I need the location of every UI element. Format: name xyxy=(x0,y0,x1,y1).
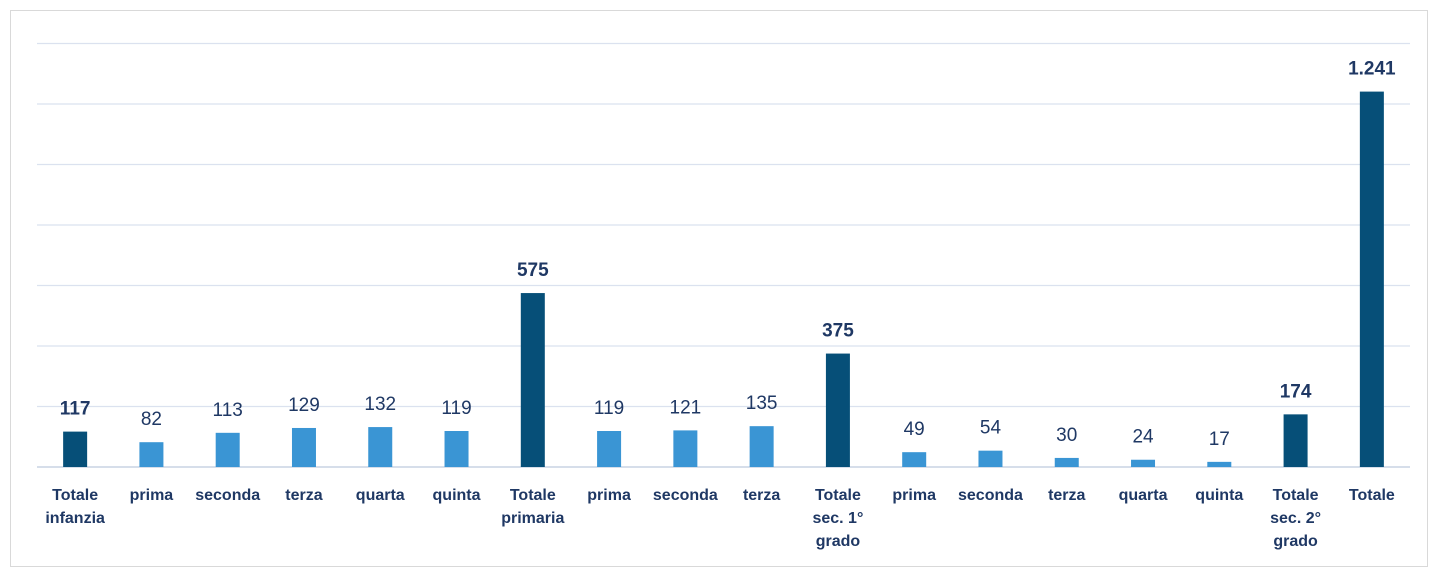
bar-total xyxy=(63,431,88,467)
x-tick-label: terza xyxy=(1048,487,1085,504)
bar xyxy=(1054,457,1079,467)
data-label: 375 xyxy=(822,321,854,342)
x-tick-label: terza xyxy=(743,487,780,504)
data-label: 30 xyxy=(1056,425,1077,446)
bar xyxy=(597,431,622,467)
x-tick-label: prima xyxy=(130,487,174,504)
data-label: 575 xyxy=(517,260,549,281)
x-tick-label: Totale sec. 2° grado xyxy=(1270,487,1321,550)
data-label: 121 xyxy=(670,397,702,418)
bars xyxy=(63,91,1384,467)
bar xyxy=(215,432,240,467)
x-tick-label: Totale primaria xyxy=(501,487,564,527)
bar xyxy=(673,430,698,467)
data-label: 119 xyxy=(594,398,624,419)
gridlines xyxy=(37,42,1410,468)
data-label: 1.241 xyxy=(1348,59,1396,80)
bar-total xyxy=(520,293,545,467)
x-tick-label: quarta xyxy=(1119,487,1168,504)
x-tick-label: terza xyxy=(285,487,322,504)
data-label: 49 xyxy=(904,419,925,440)
data-label: 113 xyxy=(213,400,243,421)
data-label: 129 xyxy=(288,395,320,416)
bar-total xyxy=(825,353,850,467)
bar xyxy=(139,442,164,467)
x-tick-label: Totale infanzia xyxy=(45,487,105,527)
x-tick-label: quinta xyxy=(1195,487,1243,504)
data-label: 82 xyxy=(141,409,162,430)
data-label: 132 xyxy=(364,394,396,415)
x-tick-label: quinta xyxy=(433,487,481,504)
bar xyxy=(1207,461,1232,467)
data-label: 174 xyxy=(1280,381,1312,402)
data-label: 17 xyxy=(1209,429,1230,450)
data-label: 117 xyxy=(60,399,91,420)
x-tick-label: seconda xyxy=(653,487,718,504)
bar xyxy=(978,450,1003,467)
category-labels: Totale infanzia prima seconda terza quarta qui… xyxy=(45,487,1395,550)
x-tick-label: Totale xyxy=(1349,487,1395,504)
bar xyxy=(368,427,393,467)
bar xyxy=(902,452,927,467)
bar xyxy=(291,427,316,467)
bar xyxy=(444,431,469,467)
data-label: 54 xyxy=(980,418,1002,439)
x-tick-label: prima xyxy=(587,487,631,504)
data-label: 24 xyxy=(1132,427,1154,448)
x-tick-label: seconda xyxy=(958,487,1023,504)
x-tick-label: quarta xyxy=(356,487,405,504)
x-tick-label: seconda xyxy=(195,487,260,504)
bar xyxy=(749,426,774,467)
bar-total xyxy=(1359,91,1384,467)
bar-total xyxy=(1283,414,1308,467)
data-label: 119 xyxy=(441,398,471,419)
x-tick-label: prima xyxy=(892,487,936,504)
value-labels: 117 82 113 129 132 119 575 119 121 135 375 49 54 30 24… xyxy=(60,59,1396,450)
x-tick-label: Totale sec. 1° grado xyxy=(812,487,863,550)
data-label: 135 xyxy=(746,393,778,414)
chart-frame xyxy=(10,10,1428,567)
bar xyxy=(1131,459,1156,467)
